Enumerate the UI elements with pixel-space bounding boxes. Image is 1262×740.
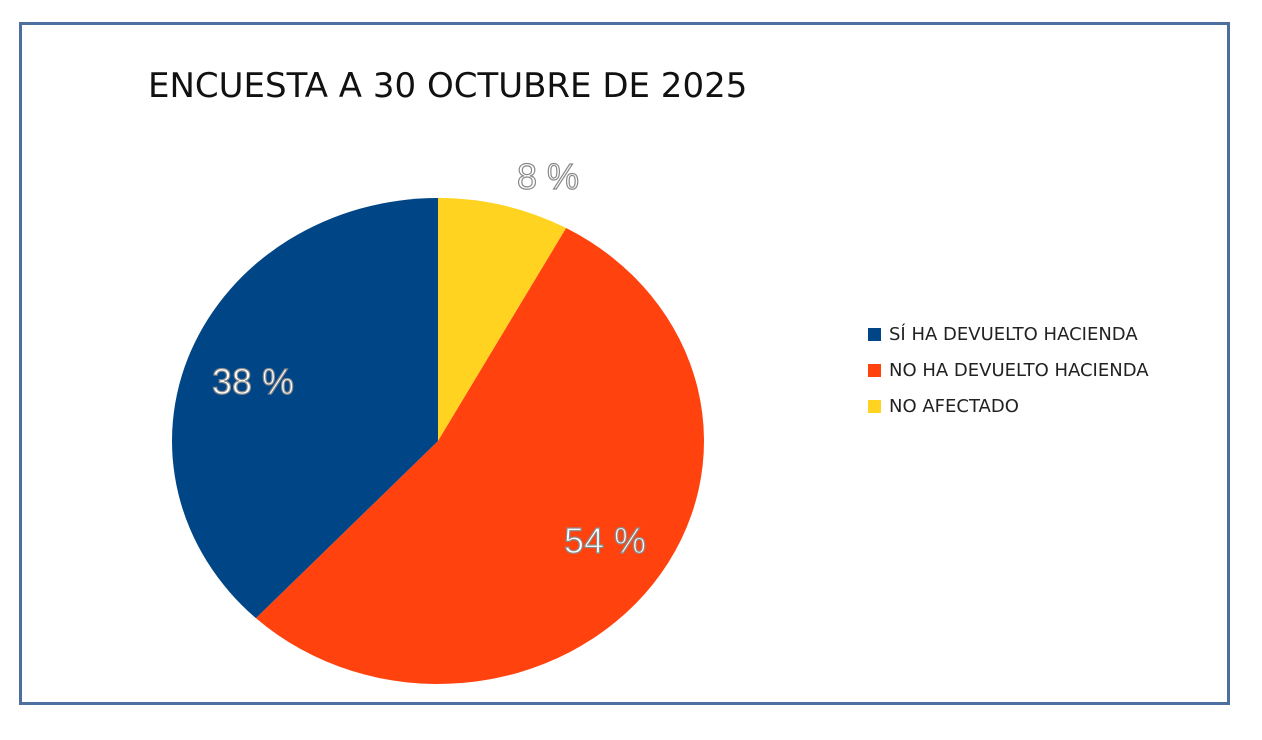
legend-item: NO HA DEVUELTO HACIENDA <box>868 352 1149 388</box>
legend-label: NO AFECTADO <box>889 395 1019 417</box>
pie-slice <box>171 198 438 619</box>
pie-slice <box>438 198 567 441</box>
legend-swatch <box>868 327 881 341</box>
data-label: 54 % <box>564 520 646 561</box>
data-label: 38 % <box>212 361 294 402</box>
legend-swatch <box>868 363 881 377</box>
legend-item: NO AFECTADO <box>868 388 1149 424</box>
legend: SÍ HA DEVUELTO HACIENDA NO HA DEVUELTO H… <box>868 316 1149 424</box>
legend-item: SÍ HA DEVUELTO HACIENDA <box>868 316 1149 352</box>
pie-slice <box>255 228 705 684</box>
chart-title: ENCUESTA A 30 OCTUBRE DE 2025 <box>148 66 748 106</box>
legend-swatch <box>868 399 881 413</box>
legend-label: NO HA DEVUELTO HACIENDA <box>889 359 1149 381</box>
legend-label: SÍ HA DEVUELTO HACIENDA <box>889 323 1138 345</box>
data-label: 8 % <box>517 156 579 197</box>
